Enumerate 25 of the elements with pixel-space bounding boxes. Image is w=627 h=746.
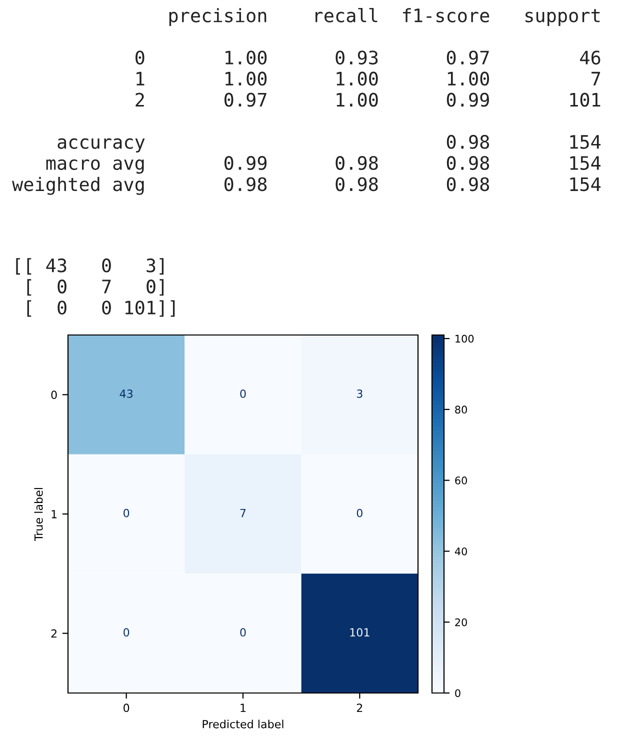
color-bar-label: 100 <box>456 334 474 343</box>
data-label: 7 <box>240 508 246 518</box>
color-bar-label: 80 <box>455 406 467 414</box>
text: [[ 43 0 3] [ 0 7 0] [ 0 0 101]] <box>16 258 175 317</box>
x-tick-label: 0 <box>124 704 130 712</box>
data-label: 0 <box>240 628 246 637</box>
x-tick-label: 1 <box>240 704 246 712</box>
x-axis-title: Predicted label <box>202 720 284 728</box>
data-label: 3 <box>356 389 362 398</box>
data-label: 101 <box>350 628 370 637</box>
data-label: 0 <box>356 508 362 518</box>
color-bar-label: 60 <box>455 476 467 484</box>
y-tick-label: 1 <box>52 510 57 518</box>
data-label: 43 <box>120 389 133 398</box>
y-axis-title: True label <box>34 488 43 542</box>
text: precision recall f1-score support 0 1.00 0.93 0.97 46 1 1.00 1.00 1.00 7 2 0.97 1.00 0.99 101 accuracy 0.98 154 macro avg 0.99 0.98 0.98 154 weighted avg 0.98 0.98 0.98 154 <box>12 8 601 195</box>
x-tick-label: 2 <box>356 704 362 712</box>
y-tick-label: 2 <box>51 629 56 638</box>
y-tick-label: 0 <box>51 390 57 400</box>
data-label: 0 <box>124 508 130 518</box>
data-label: 0 <box>124 628 130 637</box>
color-bar-label: 20 <box>455 618 467 626</box>
data-label: 0 <box>240 389 246 398</box>
color-bar-label: 0 <box>455 689 460 698</box>
color-bar-label: 40 <box>454 547 467 556</box>
